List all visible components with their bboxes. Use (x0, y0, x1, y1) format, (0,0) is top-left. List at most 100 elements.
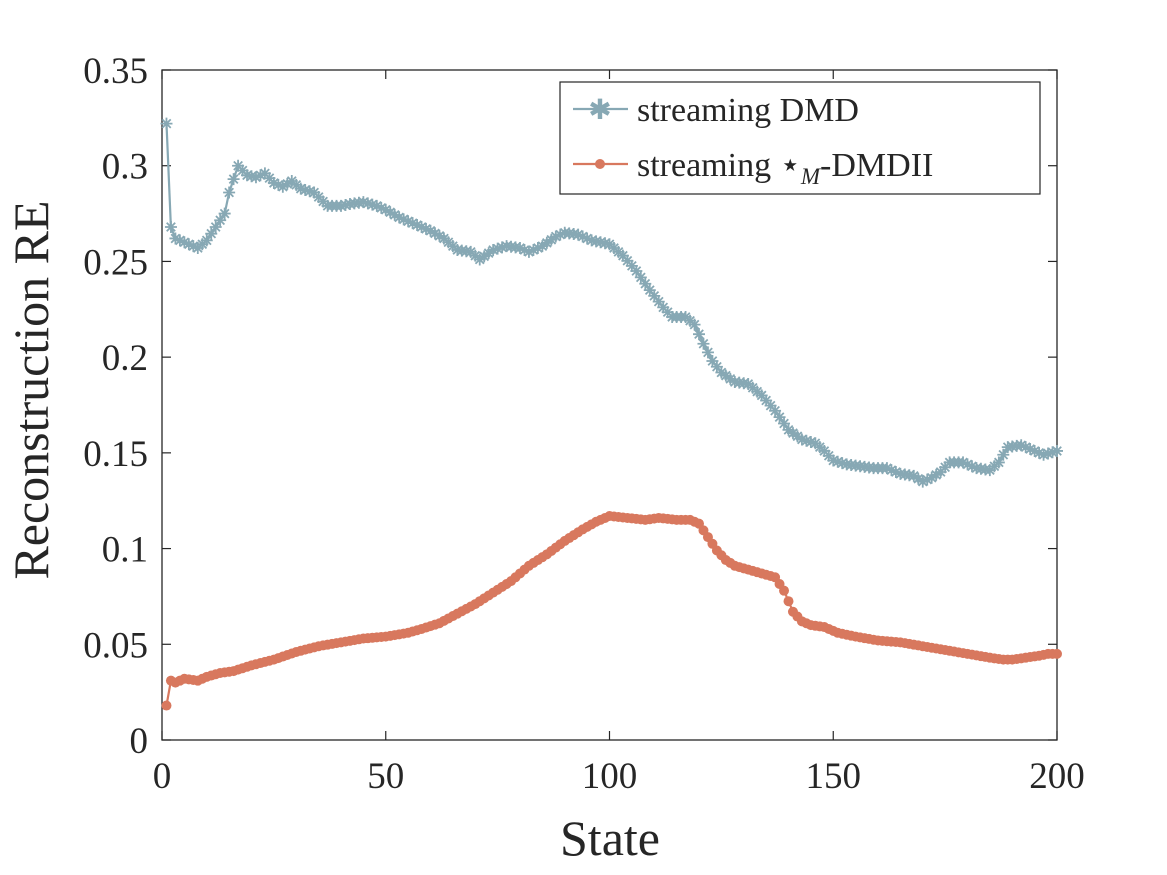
data-point (625, 259, 638, 272)
data-point (1051, 444, 1063, 457)
data-point (236, 164, 249, 177)
data-point (357, 196, 370, 209)
legend-label-prefix: streaming (637, 92, 780, 129)
star-icon: ⋆ (780, 147, 801, 184)
data-point (1033, 446, 1046, 459)
data-point (992, 456, 1005, 469)
svg-text:streaming ⋆M-DMDII: streaming ⋆M-DMDII (637, 147, 933, 189)
y-axis-title: Reconstruction RE (3, 200, 59, 579)
data-point (393, 211, 406, 224)
data-point (402, 215, 415, 228)
data-point (773, 411, 786, 424)
data-point (245, 170, 258, 183)
data-point (1042, 447, 1055, 460)
svg-text:streaming DMD: streaming DMD (637, 92, 859, 129)
data-point (804, 436, 817, 449)
data-point (406, 217, 419, 230)
data-point (339, 198, 352, 211)
data-point (769, 404, 782, 417)
data-point (281, 177, 294, 190)
legend-entry-streaming-star-m-dmdii: streaming ⋆M-DMDII (573, 147, 933, 189)
data-point (585, 234, 598, 247)
data-point (518, 243, 531, 256)
data-point (621, 254, 634, 267)
data-point (661, 306, 674, 319)
data-point (719, 369, 732, 382)
data-point (934, 466, 947, 478)
data-point (227, 173, 240, 186)
data-point (576, 230, 589, 243)
data-point (652, 295, 665, 308)
data-point (164, 220, 177, 233)
y-tick-label: 0.15 (83, 434, 148, 475)
data-point (478, 250, 491, 263)
data-point (428, 227, 441, 240)
data-point (648, 289, 661, 302)
data-point (169, 232, 182, 245)
data-point (590, 235, 603, 248)
data-point (160, 117, 173, 130)
data-point (182, 238, 195, 251)
data-point (693, 328, 705, 341)
series-line (165, 514, 1057, 706)
data-point (397, 213, 410, 226)
data-point (764, 399, 777, 412)
data-point (218, 207, 231, 220)
data-point (554, 228, 567, 241)
legend-label-main: -DMDII (820, 147, 933, 184)
x-tick-label: 0 (153, 756, 172, 797)
data-point (643, 284, 656, 297)
legend-marker-asterisk-icon: ✱ (588, 95, 611, 126)
data-point (724, 372, 737, 385)
data-point (527, 243, 540, 256)
data-point (294, 182, 307, 195)
data-point (822, 449, 835, 462)
data-point (522, 245, 535, 258)
data-point (241, 169, 254, 182)
data-point (1052, 648, 1062, 659)
data-point (209, 220, 222, 233)
data-point (161, 700, 172, 711)
data-point (710, 360, 723, 373)
y-tick-label: 0 (130, 721, 149, 762)
data-point (594, 236, 607, 249)
data-point (299, 183, 312, 196)
data-point (276, 180, 289, 193)
data-point (800, 434, 813, 447)
data-point (907, 469, 920, 482)
data-point (912, 472, 925, 485)
data-point (263, 172, 276, 185)
data-point (536, 240, 549, 253)
series-1 (161, 511, 1062, 711)
y-tick-label: 0.2 (102, 338, 148, 379)
data-point (375, 201, 388, 214)
data-point (200, 234, 213, 247)
data-point (411, 219, 424, 232)
data-point (361, 197, 374, 210)
tick-labels: 0 50 100 150 200 0 0.05 0.1 0.15 0.2 0.25 0.3 0.35 (83, 51, 1085, 797)
data-point (889, 466, 902, 478)
data-point (880, 462, 893, 475)
data-point (545, 233, 558, 246)
data-point (267, 176, 280, 189)
legend: ✱ streaming DMD streaming ⋆M-DMDII (559, 81, 1041, 195)
y-tick-label: 0.1 (102, 530, 148, 571)
data-point (688, 318, 701, 331)
data-point (1028, 444, 1041, 457)
data-point (496, 241, 509, 254)
data-point (232, 159, 245, 172)
data-point (415, 220, 428, 233)
data-point (187, 240, 200, 253)
data-point (786, 427, 799, 440)
data-point (549, 230, 562, 243)
data-point (795, 433, 808, 446)
data-point (303, 185, 316, 198)
x-axis-title: State (560, 810, 660, 866)
data-point (701, 346, 714, 359)
x-tick-label: 50 (367, 756, 404, 797)
data-point (420, 222, 433, 235)
data-point (630, 265, 643, 277)
x-tick-label: 150 (806, 756, 862, 797)
tick-marks (161, 69, 1058, 741)
